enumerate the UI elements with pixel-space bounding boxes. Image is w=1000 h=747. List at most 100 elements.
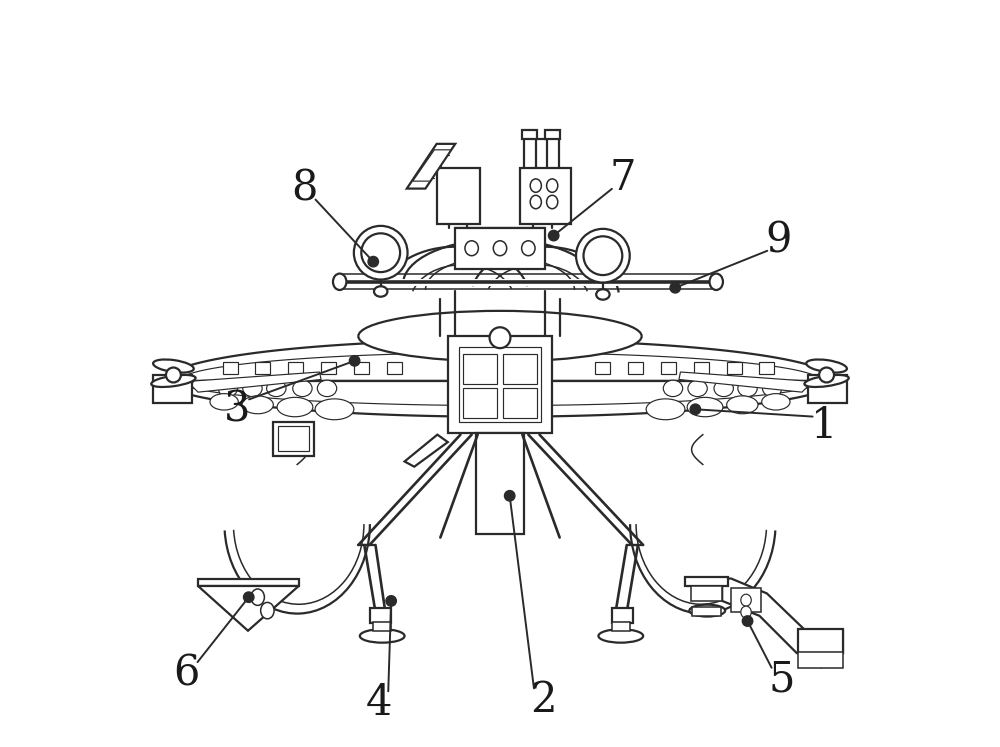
Bar bbox=[373, 622, 391, 630]
Ellipse shape bbox=[596, 289, 610, 300]
Bar bbox=[463, 388, 497, 418]
Text: 4: 4 bbox=[366, 682, 392, 724]
Ellipse shape bbox=[714, 380, 733, 397]
Ellipse shape bbox=[804, 375, 849, 387]
Ellipse shape bbox=[522, 241, 535, 255]
Ellipse shape bbox=[267, 380, 286, 397]
Ellipse shape bbox=[277, 397, 313, 417]
Ellipse shape bbox=[317, 380, 337, 397]
Bar bbox=[612, 608, 633, 623]
Bar bbox=[437, 169, 480, 224]
Ellipse shape bbox=[727, 396, 758, 414]
Bar bbox=[459, 347, 541, 422]
Bar bbox=[255, 362, 270, 374]
Ellipse shape bbox=[547, 195, 558, 208]
Ellipse shape bbox=[687, 397, 723, 417]
Bar bbox=[370, 608, 391, 623]
Ellipse shape bbox=[530, 195, 541, 208]
Bar bbox=[798, 651, 843, 668]
Text: 9: 9 bbox=[766, 220, 792, 261]
Text: 7: 7 bbox=[610, 157, 636, 199]
Bar bbox=[612, 622, 630, 630]
Ellipse shape bbox=[688, 380, 707, 397]
Circle shape bbox=[548, 230, 559, 241]
Bar bbox=[595, 362, 610, 374]
Ellipse shape bbox=[360, 629, 405, 642]
Polygon shape bbox=[413, 150, 451, 181]
Ellipse shape bbox=[333, 273, 346, 290]
Bar bbox=[288, 362, 303, 374]
Bar bbox=[273, 422, 314, 456]
Circle shape bbox=[361, 233, 400, 272]
Bar bbox=[727, 362, 742, 374]
Ellipse shape bbox=[530, 179, 541, 192]
Bar bbox=[685, 577, 728, 586]
Bar bbox=[321, 362, 336, 374]
Ellipse shape bbox=[293, 380, 312, 397]
Ellipse shape bbox=[741, 594, 751, 606]
Ellipse shape bbox=[646, 399, 685, 420]
Ellipse shape bbox=[547, 179, 558, 192]
Circle shape bbox=[742, 616, 753, 626]
Circle shape bbox=[368, 256, 378, 267]
Circle shape bbox=[490, 327, 510, 348]
Polygon shape bbox=[198, 578, 299, 586]
Text: 6: 6 bbox=[174, 652, 200, 694]
Ellipse shape bbox=[261, 602, 274, 619]
Ellipse shape bbox=[663, 380, 683, 397]
Ellipse shape bbox=[151, 375, 196, 387]
Circle shape bbox=[386, 595, 396, 606]
Ellipse shape bbox=[243, 380, 262, 397]
Bar bbox=[731, 588, 761, 612]
Bar bbox=[278, 427, 309, 451]
Text: 2: 2 bbox=[530, 679, 557, 721]
Bar bbox=[455, 228, 545, 269]
Ellipse shape bbox=[315, 399, 354, 420]
Bar bbox=[628, 362, 643, 374]
Ellipse shape bbox=[710, 273, 723, 290]
Ellipse shape bbox=[153, 359, 194, 373]
Ellipse shape bbox=[741, 606, 751, 618]
Bar bbox=[463, 354, 497, 384]
Bar bbox=[694, 362, 709, 374]
Bar bbox=[798, 629, 843, 653]
Text: 5: 5 bbox=[769, 658, 795, 700]
Circle shape bbox=[690, 404, 701, 415]
Bar bbox=[661, 362, 676, 374]
Bar bbox=[545, 131, 560, 140]
Bar bbox=[522, 131, 537, 140]
Circle shape bbox=[584, 236, 622, 275]
Text: 3: 3 bbox=[224, 388, 251, 430]
Ellipse shape bbox=[598, 629, 643, 642]
Polygon shape bbox=[407, 144, 455, 188]
Bar bbox=[759, 362, 774, 374]
Bar bbox=[808, 375, 847, 403]
Bar bbox=[503, 354, 537, 384]
Ellipse shape bbox=[493, 241, 507, 255]
Circle shape bbox=[819, 368, 834, 382]
Ellipse shape bbox=[251, 589, 264, 605]
Circle shape bbox=[349, 356, 360, 366]
Bar bbox=[223, 362, 238, 374]
Ellipse shape bbox=[358, 311, 642, 362]
Text: 8: 8 bbox=[291, 167, 318, 210]
Ellipse shape bbox=[806, 359, 847, 373]
Text: 1: 1 bbox=[811, 405, 838, 447]
Ellipse shape bbox=[218, 380, 238, 397]
Bar bbox=[476, 433, 524, 534]
Polygon shape bbox=[191, 372, 321, 392]
Bar bbox=[153, 375, 192, 403]
Ellipse shape bbox=[576, 229, 630, 282]
Circle shape bbox=[670, 282, 680, 293]
Ellipse shape bbox=[762, 380, 782, 397]
Bar bbox=[354, 362, 369, 374]
Ellipse shape bbox=[762, 394, 790, 410]
Circle shape bbox=[504, 491, 515, 501]
Bar bbox=[503, 388, 537, 418]
Circle shape bbox=[244, 592, 254, 602]
Polygon shape bbox=[164, 340, 836, 417]
Polygon shape bbox=[722, 578, 843, 653]
Bar bbox=[692, 607, 721, 616]
Ellipse shape bbox=[374, 286, 387, 297]
Ellipse shape bbox=[738, 380, 757, 397]
